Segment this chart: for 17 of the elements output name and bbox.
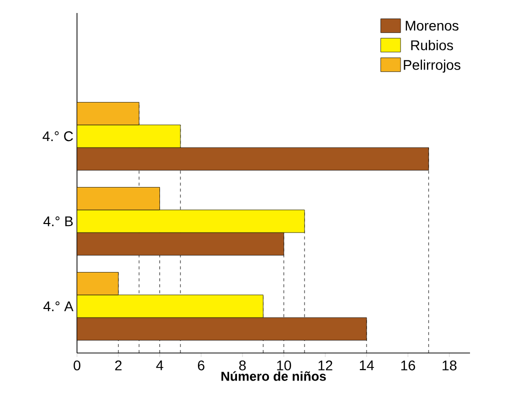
x-tick-label: 16 (401, 360, 416, 370)
x-tick-label: 8 (239, 360, 246, 370)
x-tick-label: 6 (198, 360, 204, 370)
y-tick-label: 4.° B (43, 216, 73, 226)
x-tick-label: 12 (318, 360, 332, 370)
x-tick-label: 4 (156, 360, 164, 370)
legend-label: Pelirrojos (404, 60, 460, 73)
legend-label: Rubios (411, 40, 454, 50)
x-tick-label: 10 (277, 360, 292, 370)
x-tick-label: 2 (115, 360, 122, 370)
x-tick-label: 18 (442, 360, 456, 370)
y-tick-label: 4.° A (43, 301, 74, 312)
x-tick-label: 0 (74, 360, 80, 370)
y-tick-label: 4.° C (42, 131, 73, 142)
x-axis-title: Número de niños (221, 371, 326, 381)
legend-label: Morenos (406, 20, 458, 31)
x-tick-label: 14 (360, 360, 374, 370)
